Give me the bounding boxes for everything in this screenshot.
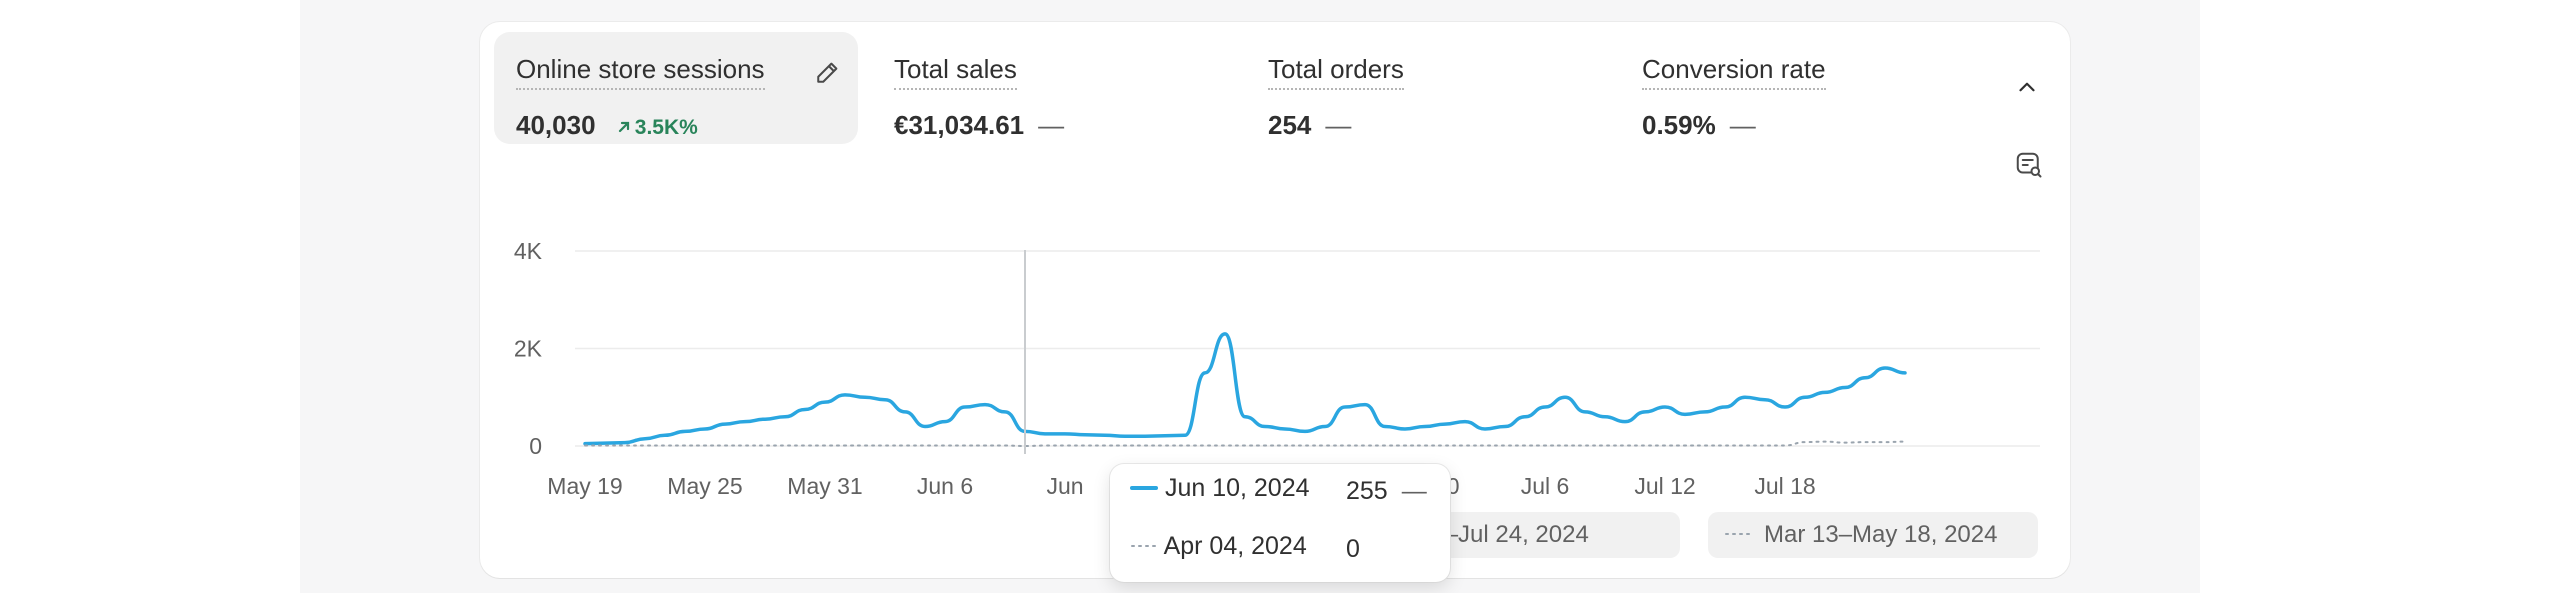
y-tick-label: 2K [514,336,543,362]
tooltip-value: 255— [1346,477,1427,505]
x-tick-label: May 25 [667,473,742,499]
tooltip-value: 0 [1346,535,1360,563]
metric-delta-text: 3.5K% [634,116,698,139]
metric-conversion-rate[interactable]: Conversion rate 0.59% — [1620,32,1980,144]
metric-value: 254 — [1268,110,1351,141]
metric-title: Online store sessions [516,54,765,90]
tooltip-row-previous: Apr 04, 2024 [1130,532,1307,561]
y-tick-label: 0 [529,433,542,459]
metric-title: Conversion rate [1642,54,1826,90]
tooltip-date: Apr 04, 2024 [1163,532,1307,560]
x-tick-label: Jun 6 [917,473,973,499]
metric-total-sales[interactable]: Total sales €31,034.61 — [872,32,1232,144]
tooltip-swatch-dotted [1131,545,1157,547]
chart-series [583,332,1907,447]
y-axis-ticks: 0 2K 4K [514,238,543,459]
chart-tooltip-icon[interactable] [2014,150,2044,180]
metric-value: €31,034.61 — [894,110,1064,141]
metric-value: 40,030 3.5K% [516,110,698,141]
metric-total-orders[interactable]: Total orders 254 — [1246,32,1606,144]
metric-dash: — [1325,110,1352,140]
chevron-up-icon[interactable] [2014,74,2040,100]
tooltip-swatch-solid [1130,486,1158,490]
series-line-current-period [583,332,1907,446]
metric-dash: — [1729,110,1756,140]
tooltip-date: Jun 10, 2024 [1164,474,1310,502]
y-tick-label: 4K [514,238,543,264]
metric-title: Total sales [894,54,1017,90]
legend-label: Mar 13–May 18, 2024 [1764,521,1998,548]
metric-value-text: 40,030 [516,110,596,140]
arrow-up-right-icon [618,121,629,133]
metric-dash: — [1038,110,1065,140]
series-line-previous-period [584,440,1906,447]
metric-delta: 3.5K% [617,116,698,140]
metric-value-text: 254 [1268,110,1312,140]
x-tick-label: May 19 [547,473,622,499]
pencil-icon[interactable] [812,58,842,88]
legend-swatch-dotted [1724,521,1754,549]
chart-grid [575,250,2040,447]
tooltip-row-current: Jun 10, 2024 [1130,474,1310,503]
legend-item-previous-period[interactable]: Mar 13–May 18, 2024 [1708,512,2038,558]
analytics-card: Online store sessions 40,030 3.5K% Total… [480,22,2070,578]
x-tick-label: May 31 [787,473,862,499]
x-tick-label: Jul 18 [1754,473,1815,499]
metric-value-text: €31,034.61 [894,110,1025,140]
x-tick-label: Jul 6 [1521,473,1570,499]
x-tick-label: Jun [1046,473,1083,499]
metric-title: Total orders [1268,54,1404,90]
metric-value: 0.59% — [1642,110,1756,141]
metric-online-store-sessions[interactable]: Online store sessions 40,030 3.5K% [494,32,858,144]
metric-value-text: 0.59% [1642,110,1716,140]
page-background [0,0,300,593]
chart-tooltip: Jun 10, 2024 255— Apr 04, 2024 0 [1110,464,1450,582]
x-tick-label: Jul 12 [1634,473,1695,499]
